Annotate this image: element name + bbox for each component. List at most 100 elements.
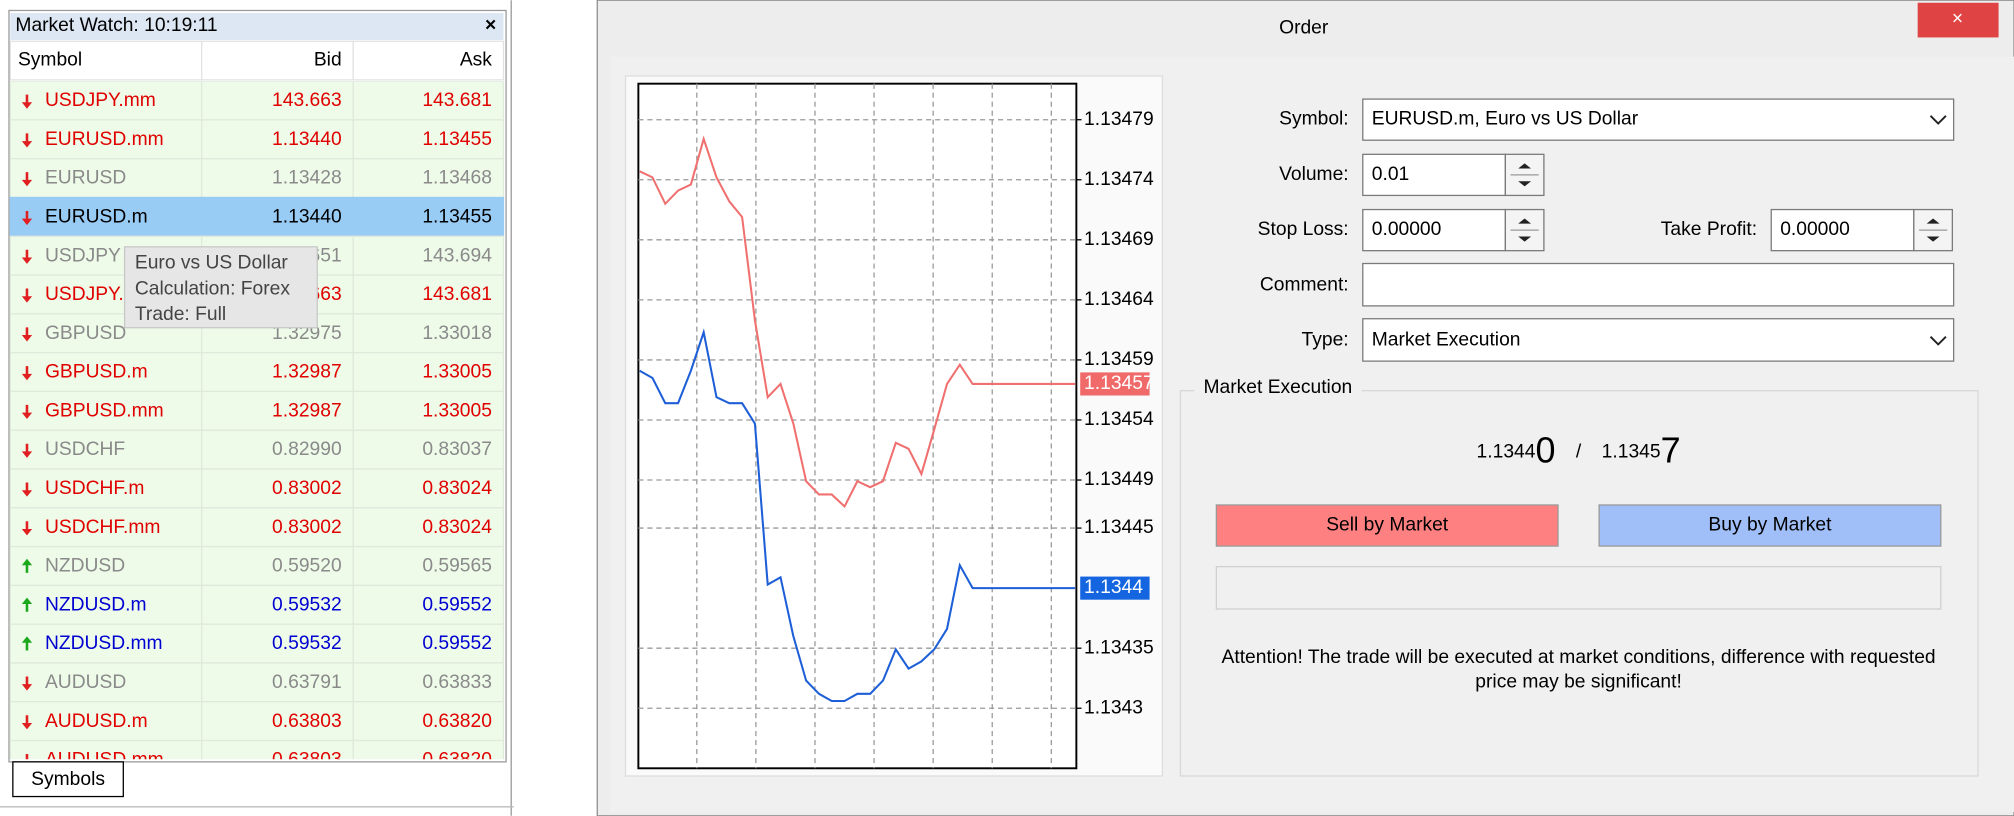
column-header[interactable]: Bid: [314, 50, 342, 71]
cell-bg: [352, 158, 505, 199]
order-close-icon[interactable]: ×: [1952, 9, 1963, 30]
buy-button-label[interactable]: Buy by Market: [1708, 515, 1832, 536]
cell-ask: 0.59565: [422, 556, 492, 577]
market-watch-close[interactable]: ×: [485, 15, 496, 36]
cell-bid: 0.59532: [272, 633, 342, 654]
cell-ask: 0.63820: [422, 711, 492, 732]
column-header[interactable]: Symbol: [18, 50, 82, 71]
table-row[interactable]: EURUSD.m 1.13440 1.13455: [9, 196, 505, 237]
type-select[interactable]: [1362, 318, 1955, 362]
spin-down[interactable]: [1926, 236, 1940, 242]
cell-bg: [352, 274, 505, 315]
field-value[interactable]: EURUSD.m, Euro vs US Dollar: [1372, 109, 1639, 130]
cell-symbol: USDCHF.m: [45, 478, 144, 499]
field-label: Stop Loss:: [1258, 219, 1349, 240]
table-row[interactable]: AUDUSD 0.63791 0.63833: [9, 662, 505, 703]
cell-bg: [352, 196, 505, 237]
down-arrow: [21, 288, 33, 303]
cell-bg: [9, 739, 203, 760]
cell-symbol: AUDUSD: [45, 672, 126, 693]
cell-bg: [201, 507, 354, 548]
cell-ask: 1.13468: [422, 168, 492, 189]
cell-bg: [9, 196, 203, 237]
cell-bg: [9, 623, 203, 664]
y-tick-label: 1.13454: [1084, 409, 1154, 430]
table-row[interactable]: USDCHF.mm 0.83002 0.83024: [9, 507, 505, 548]
order-close-button[interactable]: [1917, 2, 1999, 38]
field-value[interactable]: Market Execution: [1372, 330, 1521, 351]
y-tick-label: 1.1343: [1084, 697, 1143, 718]
spin-down[interactable]: [1518, 236, 1532, 242]
cell-ask: 0.59552: [422, 594, 492, 615]
table-row[interactable]: USDCHF 0.82990 0.83037: [9, 429, 505, 470]
cell-bid: 0.59532: [272, 594, 342, 615]
table-row[interactable]: AUDUSD.mm 0.63803 0.63820: [9, 739, 505, 780]
cell-bg: [9, 545, 203, 587]
cell-ask: 143.681: [422, 90, 492, 111]
table-row[interactable]: GBPUSD.m 1.32987 1.33005: [9, 351, 505, 393]
cell-bid: 1.13428: [272, 168, 342, 189]
cell-bid: 0.83002: [272, 517, 342, 538]
table-row[interactable]: EURUSD 1.13428 1.13468: [9, 158, 505, 199]
cell-bg: [352, 81, 505, 121]
cell-ask: 1.33005: [422, 400, 492, 421]
market-watch-table: Symbol Bid Ask USDJPY.mm 143.663 143.681 EURUS…: [9, 40, 505, 780]
up-arrow: [21, 636, 33, 651]
buy-button[interactable]: [1598, 504, 1942, 547]
cell-symbol: GBPUSD.mm: [45, 400, 164, 421]
cell-symbol: NZDUSD.mm: [45, 633, 163, 654]
comment-input[interactable]: [1362, 262, 1955, 307]
price-value: 1.13457: [1602, 429, 1681, 470]
table-row[interactable]: USDCHF.m 0.83002 0.83024: [9, 468, 505, 509]
cell-symbol: USDJPY.mm: [45, 90, 156, 111]
sell-button-label[interactable]: Sell by Market: [1326, 515, 1449, 536]
symbol-select[interactable]: [1362, 98, 1955, 141]
take-profit-input[interactable]: [1770, 208, 1915, 252]
tooltip-line: Trade: Full: [135, 304, 226, 325]
down-arrow: [21, 521, 33, 536]
up-arrow: [21, 597, 33, 612]
cell-ask: 0.63833: [422, 672, 492, 693]
up-arrow: [21, 558, 33, 573]
spin-down[interactable]: [1518, 181, 1532, 187]
cell-bid: 0.63791: [272, 672, 342, 693]
table-row[interactable]: EURUSD.mm 1.13440 1.13455: [9, 119, 505, 160]
table-row[interactable]: NZDUSD 0.59520 0.59565: [9, 545, 505, 587]
price-line: [639, 328, 1076, 703]
field-label: Comment:: [1260, 274, 1349, 295]
table-row[interactable]: GBPUSD.mm 1.32987 1.33005: [9, 390, 505, 431]
down-arrow: [25, 754, 29, 760]
cell-symbol: AUDUSD.m: [45, 711, 148, 732]
table-row[interactable]: NZDUSD.m 0.59532 0.59552: [9, 584, 505, 625]
cell-bg: [352, 119, 505, 160]
symbols-tab[interactable]: [12, 761, 124, 798]
field-value[interactable]: 0.00000: [1780, 219, 1850, 240]
spin-up[interactable]: [1518, 163, 1532, 169]
field-value[interactable]: 0.01: [1372, 164, 1409, 185]
table-row[interactable]: AUDUSD.m 0.63803 0.63820: [9, 701, 505, 742]
spin-up[interactable]: [1926, 218, 1940, 224]
down-arrow: [21, 133, 33, 148]
volume-input[interactable]: [1362, 153, 1507, 197]
column-header[interactable]: Ask: [460, 50, 492, 71]
y-tick-label: 1.13474: [1084, 169, 1154, 190]
sell-button[interactable]: [1215, 504, 1559, 547]
cell-bg: [352, 662, 505, 703]
field-value[interactable]: 0.00000: [1372, 219, 1442, 240]
table-row[interactable]: USDJPY.mm 143.663 143.681: [9, 81, 505, 121]
cell-ask: 0.63820: [422, 750, 492, 771]
table-row[interactable]: NZDUSD.mm 0.59532 0.59552: [9, 623, 505, 664]
spin-up[interactable]: [1518, 218, 1532, 224]
group-label: Market Execution: [1204, 377, 1353, 398]
tooltip-line: Calculation: Forex: [135, 278, 291, 299]
market-execution-group: [1179, 390, 1979, 777]
cell-bg: [9, 507, 203, 548]
cell-bg: [201, 739, 354, 760]
stop-loss-input[interactable]: [1362, 208, 1507, 252]
symbols-tab-label[interactable]: Symbols: [31, 769, 105, 790]
cell-bg: [9, 429, 203, 470]
price-display: 1.13440 / 1.13457: [1477, 429, 1681, 470]
tooltip-box: [123, 246, 318, 329]
cell-bg: [352, 701, 505, 742]
